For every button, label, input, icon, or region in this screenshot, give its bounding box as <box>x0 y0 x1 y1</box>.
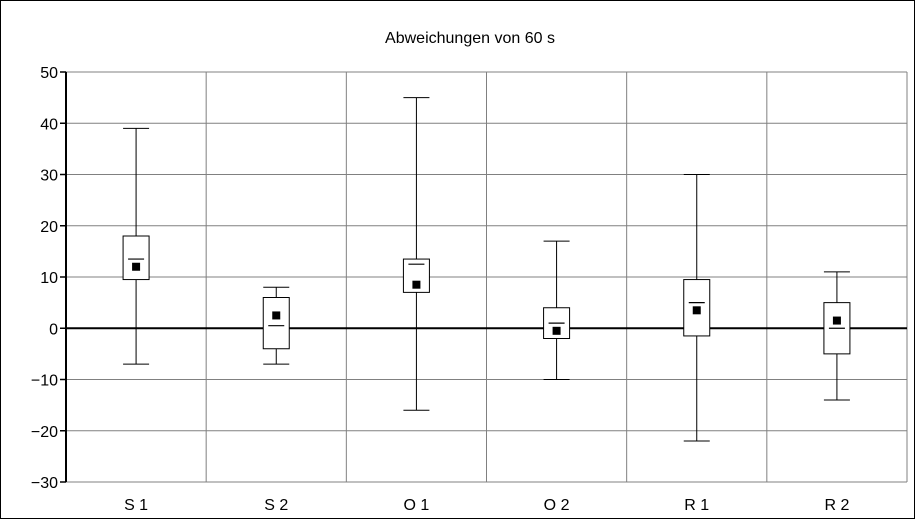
mean-marker <box>272 311 281 320</box>
x-tick-label: S 2 <box>264 497 288 514</box>
x-tick-label: O 2 <box>544 497 570 514</box>
x-tick-label: O 1 <box>404 497 430 514</box>
y-tick-label: 40 <box>40 116 58 133</box>
y-tick-label: 0 <box>49 321 58 338</box>
box-o2 <box>543 240 571 380</box>
mean-marker <box>832 316 841 325</box>
grid-lines <box>66 71 908 483</box>
mean-marker <box>412 280 421 289</box>
x-axis-labels: S 1 S 2 O 1 O 2 R 1 R 2 <box>124 497 849 514</box>
y-axis: −30 −20 −10 0 10 20 30 40 50 <box>31 65 67 492</box>
box-r1 <box>683 174 711 442</box>
mean-marker <box>552 326 561 335</box>
y-tick-label: 50 <box>40 65 58 82</box>
box-s1 <box>122 127 150 365</box>
box-s2 <box>262 286 290 365</box>
iqr-box <box>122 235 150 281</box>
y-tick-label: −30 <box>31 475 58 492</box>
boxes <box>122 97 851 442</box>
y-tick-label: −20 <box>31 424 58 441</box>
y-tick-label: −10 <box>31 373 58 390</box>
box-r2 <box>823 271 851 401</box>
y-tick-label: 10 <box>40 270 58 287</box>
y-tick-label: 30 <box>40 168 58 185</box>
box-o1 <box>402 97 430 411</box>
iqr-box <box>262 297 290 350</box>
mean-marker <box>132 262 141 271</box>
x-tick-label: R 1 <box>684 497 709 514</box>
mean-marker <box>692 306 701 315</box>
y-tick-label: 20 <box>40 219 58 236</box>
x-tick-label: S 1 <box>124 497 148 514</box>
x-tick-label: R 2 <box>824 497 849 514</box>
chart-title: Abweichungen von 60 s <box>385 30 555 47</box>
